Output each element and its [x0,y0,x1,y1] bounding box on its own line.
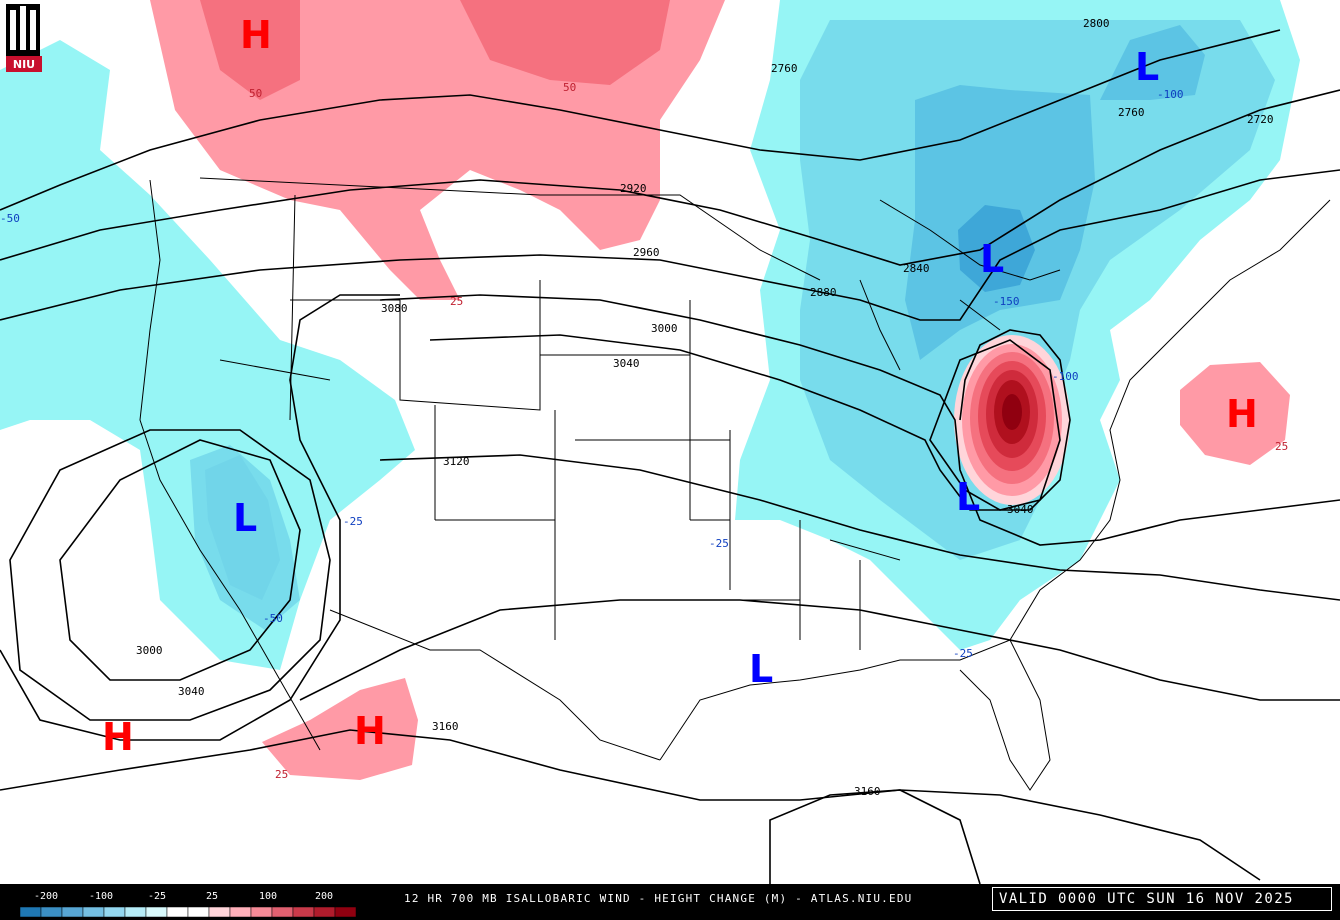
contour-label: 2800 [1083,17,1110,30]
contour-label: 3120 [443,455,470,468]
scale-swatch [229,906,252,918]
high-center-label: H [102,715,134,759]
weather-map: 2800 2760 2760 2720 2920 2960 3000 3040 … [0,0,1340,885]
footer-bar: -200 -100 -25 25 100 200 12 HR 700 MB IS… [0,884,1340,920]
change-label: -25 [953,647,973,660]
change-label: 25 [275,768,288,781]
contour-label: 2760 [1118,106,1145,119]
contour-label: 2920 [620,182,647,195]
pressure-centers: H H H H L L L L L [102,13,1258,759]
high-center-label: H [240,13,272,57]
change-label: 25 [450,295,463,308]
map-title: 12 HR 700 MB ISALLOBARIC WIND - HEIGHT C… [404,892,913,905]
change-label: -50 [0,212,20,225]
change-label: -50 [263,612,283,625]
scale-swatch [292,906,315,918]
low-center-label: L [956,475,980,519]
contour-label: 2760 [771,62,798,75]
scale-label: -25 [147,891,167,902]
change-label: 50 [249,87,262,100]
scale-label: 100 [258,891,278,902]
fall-region-west [0,40,415,670]
scale-swatch [61,906,84,918]
rise-region-canada-inner [460,0,670,85]
rise-region-baja [262,678,418,780]
contour-label: 3000 [651,322,678,335]
high-center-label: H [1226,392,1258,436]
scale-swatch [124,906,147,918]
contour-label: 3080 [381,302,408,315]
contour-label: 2880 [810,286,837,299]
rise-region-canada-west [200,0,300,100]
contour-label: 3000 [136,644,163,657]
scale-swatch [334,906,357,918]
pacific-coast [139,179,321,751]
low-center-label: L [233,496,257,540]
political-boundaries [139,177,1331,791]
contour-label: 3160 [854,785,881,798]
valid-time: VALID 0000 UTC SUN 16 NOV 2025 [999,891,1294,907]
scale-swatch [103,906,126,918]
height-change-labels: 50 50 25 25 25 -25 -50 -25 -25 -100 -150… [0,81,1288,781]
niu-logo: NIU [4,4,44,72]
contour-label: 3040 [613,357,640,370]
contour-label: 3040 [1007,503,1034,516]
contour-label: 2840 [903,262,930,275]
contour-label: 3040 [178,685,205,698]
height-rise-shading [150,0,1290,780]
canada-us-border [199,177,821,281]
high-center-label: H [354,709,386,753]
contour-label: 2960 [633,246,660,259]
change-label: -25 [709,537,729,550]
contour-labels: 2800 2760 2760 2720 2920 2960 3000 3040 … [136,17,1274,798]
scale-swatch [208,906,231,918]
height-fall-shading [0,0,1300,670]
change-label: -150 [993,295,1020,308]
color-scale-bar [19,906,357,918]
low-center-label: L [749,647,773,691]
scale-swatch [250,906,273,918]
scale-label: -100 [88,891,114,902]
scale-swatch [313,906,336,918]
state-lines [219,194,901,650]
atlantic-coast [1009,199,1331,641]
us-mexico-border [329,609,661,761]
scale-swatch [166,906,189,918]
rise-region-appalachian [954,335,1070,505]
scale-swatch [145,906,168,918]
change-label: -100 [1157,88,1184,101]
change-label: -25 [343,515,363,528]
height-contours [0,29,1340,885]
change-label: -100 [1052,370,1079,383]
low-center-label: L [980,237,1004,281]
scale-swatch [19,906,42,918]
contour-label: 3160 [432,720,459,733]
gulf-coast [659,639,1051,791]
scale-label: 25 [205,891,219,902]
great-lakes-outline [859,199,1061,371]
change-label: 50 [563,81,576,94]
scale-label: 200 [314,891,334,902]
rise-region-atlantic [1180,362,1290,465]
scale-swatch [40,906,63,918]
fall-region-west-core [205,455,280,600]
scale-swatch [271,906,294,918]
map-canvas: 2800 2760 2760 2720 2920 2960 3000 3040 … [0,0,1340,885]
contour-label: 2720 [1247,113,1274,126]
scale-swatch [82,906,105,918]
valid-time-box: VALID 0000 UTC SUN 16 NOV 2025 [992,887,1332,911]
low-center-label: L [1135,45,1159,89]
scale-swatch [187,906,210,918]
logo-text: NIU [13,58,35,71]
change-label: 25 [1275,440,1288,453]
scale-label: -200 [33,891,59,902]
